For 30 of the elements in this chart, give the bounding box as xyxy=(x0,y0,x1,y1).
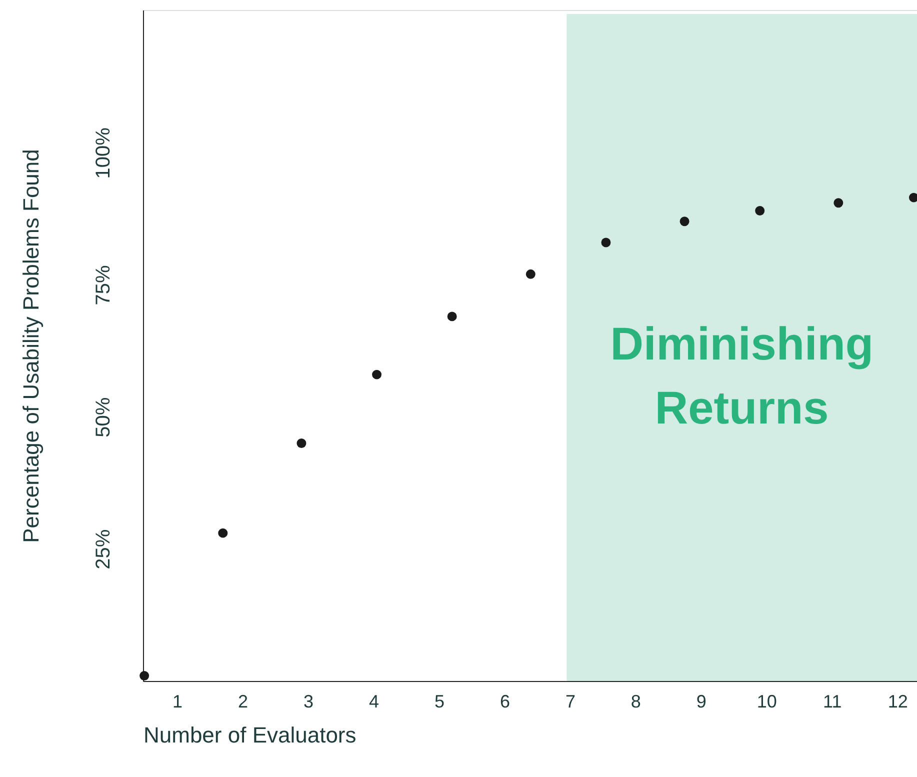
point xyxy=(755,206,765,216)
y-tick-label: 75% xyxy=(92,265,114,306)
point xyxy=(140,670,150,680)
x-tick-label: 10 xyxy=(756,692,777,712)
x-tick-label: 7 xyxy=(565,692,576,712)
x-tick-label: 11 xyxy=(823,692,842,712)
x-tick-label: 4 xyxy=(368,692,380,712)
x-tick-label: 1 xyxy=(172,692,183,712)
x-tick-label: 5 xyxy=(434,692,444,712)
point xyxy=(908,192,917,202)
x-tick-label: 3 xyxy=(304,692,314,712)
point xyxy=(601,238,611,248)
band-label: Diminishing Returns xyxy=(610,318,874,434)
y-axis-title: Percentage of Usability Problems Found xyxy=(18,149,44,543)
x-tick-label: 12 xyxy=(888,692,908,712)
point xyxy=(296,438,306,448)
x-tick-label: 2 xyxy=(238,692,248,712)
point xyxy=(218,528,228,538)
x-axis-title: Number of Evaluators xyxy=(144,722,356,748)
point xyxy=(526,269,536,279)
point xyxy=(447,312,457,322)
x-tick-label: 8 xyxy=(630,692,641,712)
x-tick-label: 9 xyxy=(696,692,706,712)
y-tick-label: 50% xyxy=(92,397,114,438)
y-tick-label: 25% xyxy=(92,529,114,570)
x-tick-label: 6 xyxy=(500,692,510,712)
point xyxy=(834,198,844,208)
point xyxy=(372,370,382,380)
point xyxy=(680,216,690,226)
y-tick-label: 100% xyxy=(92,127,114,179)
